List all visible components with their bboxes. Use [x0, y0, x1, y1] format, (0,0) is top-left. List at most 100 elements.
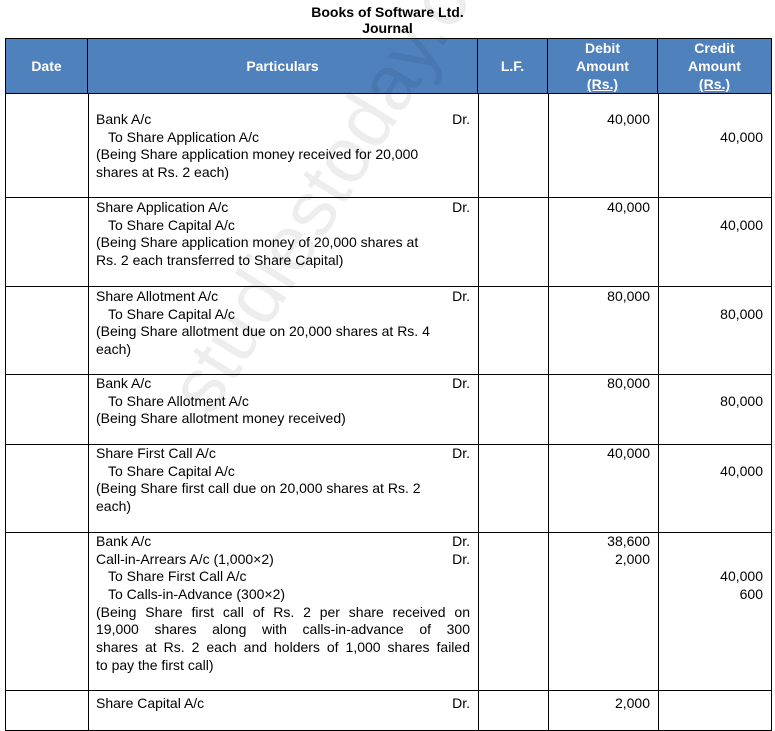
- debit-amount: 80,000: [607, 375, 650, 391]
- date-cell: [6, 639, 88, 657]
- lf-cell: [478, 288, 548, 306]
- particulars-text: (Being Share application money of 20,000…: [96, 234, 419, 251]
- entry-line: To Share Allotment A/c 80,000: [6, 393, 771, 411]
- date-cell: [6, 146, 88, 164]
- column-divider: [478, 691, 479, 730]
- particulars-cell: To Share Application A/c: [88, 129, 478, 147]
- date-cell: [6, 234, 88, 252]
- credit-amount: 40,000: [720, 216, 763, 233]
- lf-cell: [478, 199, 548, 217]
- debit-amount: [548, 146, 658, 164]
- debit-amount: [548, 306, 658, 324]
- column-divider: [548, 691, 549, 730]
- entry-line: Share Capital A/c Dr. 2,000: [6, 695, 771, 713]
- entry-line: 19,000 shares along with calls-in-advanc…: [6, 621, 771, 639]
- entry-line: Bank A/c Dr. 80,000: [6, 375, 771, 393]
- particulars-cell: 19,000 shares along with calls-in-advanc…: [88, 621, 478, 639]
- debit-amount: 40,000: [607, 445, 650, 461]
- particulars-cell: (Being Share application money received …: [88, 146, 478, 164]
- lf-cell: [478, 393, 548, 411]
- particulars-cell: Bank A/c Dr.: [88, 533, 478, 551]
- debit-amount: 2,000: [614, 550, 650, 567]
- header-debit: Debit Amount (Rs.): [548, 39, 658, 93]
- debit-amount: [548, 164, 658, 182]
- column-divider: [548, 375, 549, 444]
- column-divider: [478, 198, 479, 286]
- column-divider: [658, 533, 659, 690]
- date-cell: [6, 410, 88, 428]
- debit-amount: 80,000: [607, 288, 650, 304]
- lf-cell: [478, 568, 548, 586]
- particulars-cell: shares at Rs. 2 each and holders of 1,00…: [88, 639, 478, 657]
- lf-cell: [478, 234, 548, 252]
- credit-amount: [658, 410, 771, 428]
- particulars-text: (Being Share first call due on 20,000 sh…: [96, 480, 421, 497]
- column-divider: [548, 445, 549, 532]
- lf-cell: [478, 410, 548, 428]
- credit-amount: [658, 621, 771, 639]
- particulars-text: To Share Allotment A/c: [108, 392, 249, 409]
- debit-amount: [548, 639, 658, 657]
- column-divider: [478, 94, 479, 197]
- column-divider: [658, 94, 659, 197]
- credit-amount: [658, 199, 771, 217]
- dr-label: Dr.: [452, 533, 470, 549]
- table-header: Date Particulars L.F. Debit Amount (Rs.) C…: [6, 39, 771, 94]
- dr-label: Dr.: [452, 288, 470, 304]
- particulars-text: To Share Capital A/c: [108, 462, 235, 479]
- debit-amount: [548, 341, 658, 359]
- entry-line: shares at Rs. 2 each): [6, 164, 771, 182]
- entry-line: Share First Call A/c Dr. 40,000: [6, 445, 771, 463]
- lf-cell: [478, 217, 548, 235]
- journal-table: Date Particulars L.F. Debit Amount (Rs.) C…: [5, 38, 772, 731]
- journal-entry: Bank A/c Dr. 40,000 To Share Application A/…: [6, 94, 771, 198]
- particulars-cell: each): [88, 341, 478, 359]
- credit-amount: 40,000: [720, 462, 763, 479]
- particulars-text: each): [96, 341, 132, 358]
- lf-cell: [478, 341, 548, 359]
- credit-amount: [658, 146, 771, 164]
- column-divider: [658, 287, 659, 374]
- particulars-text: To Share Capital A/c: [108, 216, 235, 233]
- lf-cell: [478, 323, 548, 341]
- dr-label: Dr.: [452, 550, 470, 567]
- particulars-text: To Share First Call A/c: [108, 568, 247, 585]
- column-divider: [88, 94, 89, 197]
- particulars-text: each): [96, 498, 132, 515]
- lf-cell: [478, 657, 548, 675]
- column-divider: [88, 287, 89, 374]
- particulars-text: To Calls-in-Advance (300×2): [108, 586, 286, 603]
- date-cell: [6, 306, 88, 324]
- journal-entry: Share First Call A/c Dr. 40,000 To Share Ca…: [6, 445, 771, 533]
- header-date: Date: [6, 39, 88, 93]
- credit-amount: 80,000: [720, 392, 763, 409]
- dr-label: Dr.: [452, 199, 470, 215]
- particulars-text: To Share Capital A/c: [108, 305, 235, 322]
- column-divider: [658, 375, 659, 444]
- debit-amount: 40,000: [607, 111, 650, 127]
- column-divider: [478, 375, 479, 444]
- entry-line: Share Allotment A/c Dr. 80,000: [6, 288, 771, 306]
- particulars-text: (Being Share allotment due on 20,000 sha…: [96, 323, 430, 340]
- journal-entry: Share Allotment A/c Dr. 80,000 To Share Cap…: [6, 287, 771, 375]
- date-cell: [6, 695, 88, 713]
- credit-amount: [658, 445, 771, 463]
- lf-cell: [478, 480, 548, 498]
- lf-cell: [478, 375, 548, 393]
- particulars-cell: To Share First Call A/c: [88, 568, 478, 586]
- header-credit: Credit Amount (Rs.): [688, 40, 741, 92]
- column-divider: [548, 94, 549, 197]
- date-cell: [6, 164, 88, 182]
- credit-amount: [658, 498, 771, 516]
- credit-amount: [658, 639, 771, 657]
- column-divider: [88, 691, 89, 730]
- entry-line: To Share Capital A/c 40,000: [6, 463, 771, 481]
- column-divider: [88, 533, 89, 690]
- lf-cell: [478, 498, 548, 516]
- column-divider: [88, 445, 89, 532]
- entry-line: (Being Share first call due on 20,000 sh…: [6, 480, 771, 498]
- particulars-cell: Call-in-Arrears A/c (1,000×2) Dr.: [88, 551, 478, 569]
- particulars-text: to pay the first call): [96, 656, 214, 673]
- lf-cell: [478, 586, 548, 604]
- column-divider: [658, 198, 659, 286]
